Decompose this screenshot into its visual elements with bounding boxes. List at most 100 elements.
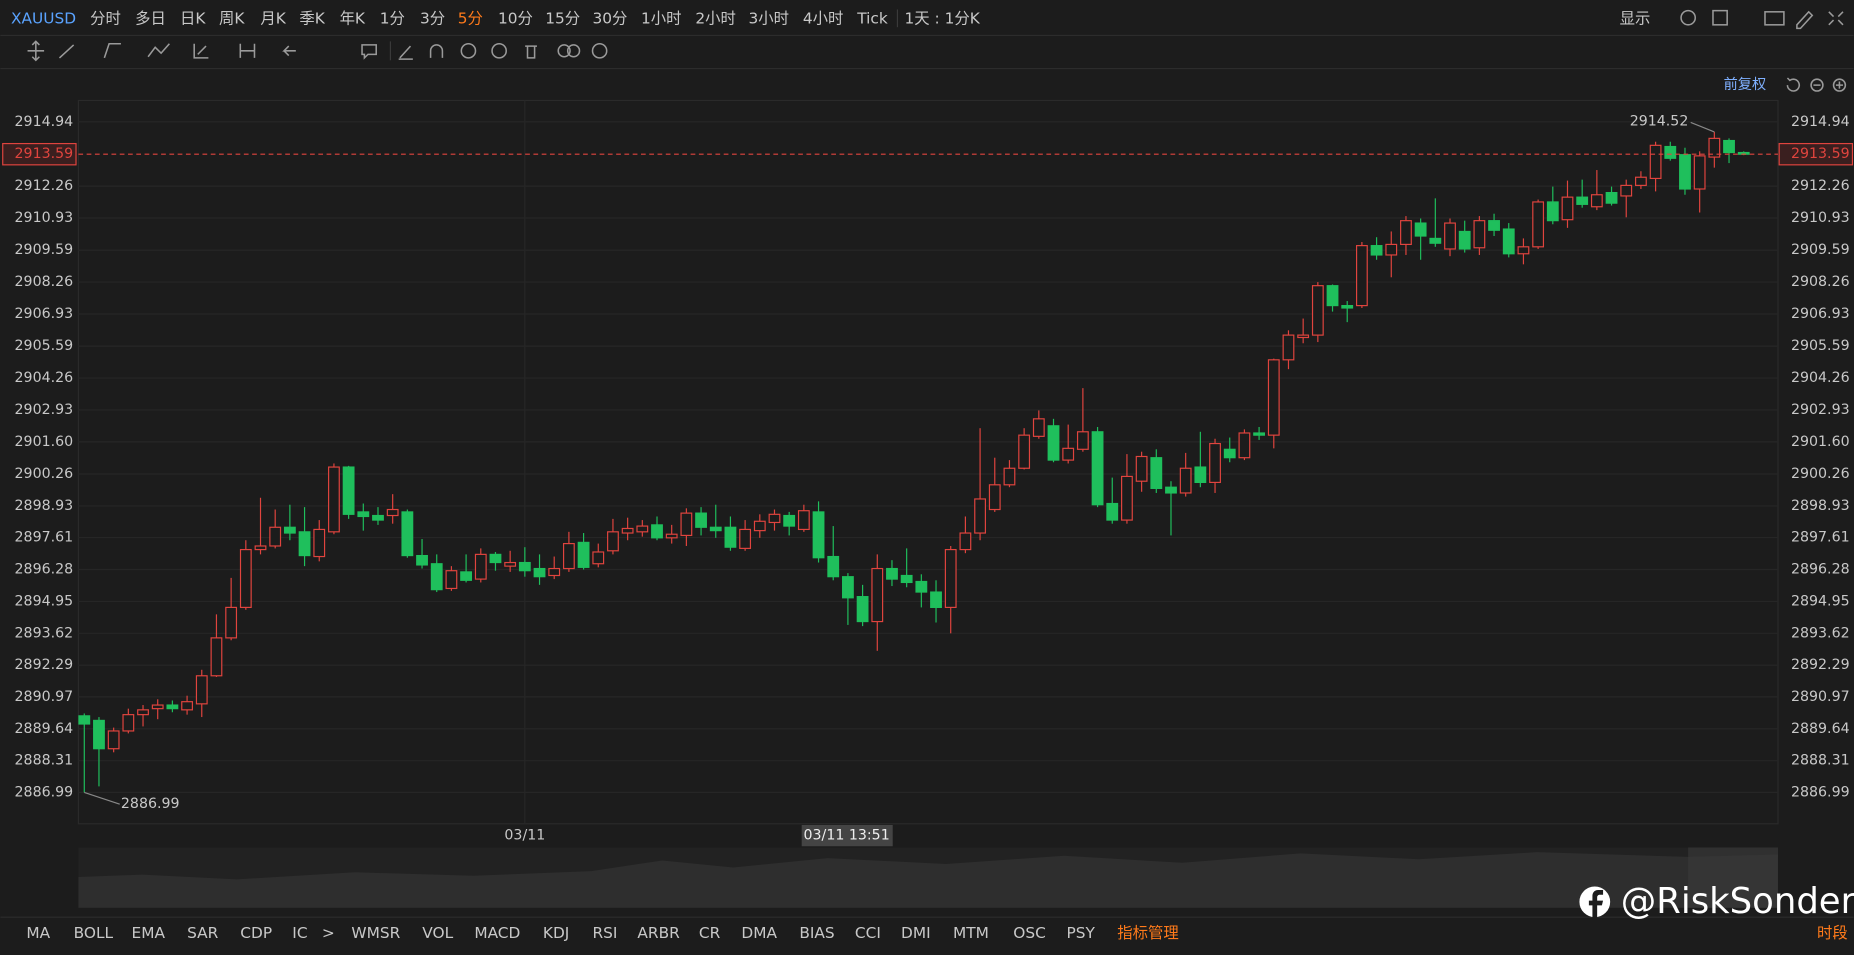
- indicator-tab[interactable]: CCI: [855, 924, 881, 942]
- period-tab[interactable]: 30分: [593, 9, 628, 27]
- indicator-tab[interactable]: RSI: [593, 924, 618, 942]
- indicator-tab[interactable]: BOLL: [74, 924, 114, 942]
- indicator-tab[interactable]: >: [322, 924, 335, 942]
- magnet-tool[interactable]: [429, 44, 444, 58]
- period-tab[interactable]: 3分: [420, 9, 445, 27]
- candle-body: [944, 548, 957, 608]
- candle-body: [372, 514, 384, 521]
- compare-tool[interactable]: [557, 44, 571, 58]
- indicator-tab[interactable]: OSC: [1013, 924, 1046, 942]
- symbol[interactable]: XAUUSD: [11, 9, 76, 27]
- y-tick-label: 2893.62: [15, 625, 74, 641]
- indicator-tab[interactable]: VOL: [422, 924, 453, 942]
- period-tab[interactable]: 季K: [299, 9, 325, 27]
- indicator-manage[interactable]: 指标管理: [1117, 924, 1178, 942]
- measure-tool[interactable]: [239, 43, 256, 58]
- period-tab[interactable]: 1分: [380, 9, 405, 27]
- period-tab[interactable]: 10分: [498, 9, 533, 27]
- wave-tool[interactable]: [147, 43, 170, 58]
- indicator-tab[interactable]: DMA: [741, 924, 777, 942]
- lock-tool[interactable]: [460, 42, 477, 59]
- indicator-tab[interactable]: ARBR: [637, 924, 680, 942]
- arrow-tool[interactable]: [282, 45, 296, 57]
- session-button[interactable]: 时段: [1817, 924, 1848, 942]
- y-tick-label-right: 2890.97: [1791, 689, 1850, 705]
- candle-body: [1047, 425, 1060, 461]
- period-tab[interactable]: 2小时: [695, 9, 736, 27]
- fib-tool[interactable]: [193, 43, 209, 59]
- candle-body: [181, 701, 193, 711]
- period-tab[interactable]: 多日: [135, 9, 166, 27]
- indicator-tab[interactable]: DMI: [901, 924, 931, 942]
- indicator-tab[interactable]: IC: [292, 924, 307, 942]
- zoom-in-icon[interactable]: [1832, 78, 1847, 92]
- period-tab[interactable]: 分时: [90, 9, 121, 27]
- y-tick-label-right: 2888.31: [1791, 753, 1850, 769]
- period-tab[interactable]: 15分: [545, 9, 580, 27]
- candle-body: [1664, 145, 1677, 159]
- compare-tool[interactable]: [566, 44, 581, 58]
- note-tool[interactable]: [361, 44, 377, 60]
- indicator-tab[interactable]: MA: [26, 924, 50, 942]
- channel-tool[interactable]: [103, 42, 121, 59]
- reset-icon[interactable]: [1786, 77, 1800, 92]
- candle-body: [1649, 144, 1662, 180]
- layout-icon[interactable]: [1712, 9, 1728, 26]
- display-menu[interactable]: 显示: [1620, 9, 1651, 27]
- move-tool[interactable]: [27, 40, 45, 62]
- period-tab[interactable]: Tick: [856, 9, 888, 27]
- candle-body: [489, 553, 502, 564]
- crosshair-box: [801, 824, 893, 847]
- indicator-tab[interactable]: WMSR: [351, 924, 400, 942]
- period-tab[interactable]: 月K: [260, 9, 286, 27]
- candle-body: [1414, 222, 1427, 237]
- y-tick-label-right: 2897.61: [1791, 530, 1850, 546]
- settings-tool[interactable]: [591, 42, 608, 59]
- pen-tool[interactable]: [398, 45, 413, 60]
- navigator-window[interactable]: [1688, 847, 1778, 908]
- delete-tool[interactable]: [525, 45, 537, 59]
- y-tick-label-right: 2896.28: [1791, 561, 1850, 577]
- range-select[interactable]: 1天 : 1分K: [905, 9, 981, 27]
- period-tab[interactable]: 5分: [458, 9, 483, 27]
- candle-body: [915, 580, 928, 593]
- period-tab[interactable]: 4小时: [803, 9, 844, 27]
- camera-icon[interactable]: [1764, 11, 1785, 26]
- y-tick-label: 2902.93: [15, 402, 74, 418]
- candle-body: [1165, 486, 1177, 494]
- indicator-tab[interactable]: PSY: [1066, 924, 1095, 942]
- indicator-tab[interactable]: SAR: [187, 924, 219, 942]
- y-tick-label: 2909.59: [15, 242, 74, 258]
- candle-body: [753, 520, 766, 532]
- y-tick-label: 2905.59: [15, 338, 74, 354]
- indicator-tab[interactable]: CDP: [240, 924, 272, 942]
- edit-icon[interactable]: [1796, 10, 1814, 30]
- period-tab[interactable]: 年K: [340, 9, 366, 27]
- indicator-tab[interactable]: EMA: [132, 924, 166, 942]
- indicator-tab[interactable]: MACD: [474, 924, 520, 942]
- candle-body: [1370, 245, 1383, 256]
- y-tick-label: 2912.26: [15, 178, 74, 194]
- max-label: 2914.52: [1630, 113, 1689, 129]
- zoom-out-icon[interactable]: [1810, 78, 1824, 92]
- indicator-tab[interactable]: MTM: [953, 924, 989, 942]
- hide-tool[interactable]: [491, 42, 508, 59]
- candle-body: [930, 591, 942, 608]
- settings-icon[interactable]: [1680, 9, 1697, 26]
- period-tab[interactable]: 日K: [180, 9, 206, 27]
- candle-body: [1620, 184, 1633, 197]
- line-tool[interactable]: [58, 44, 75, 59]
- period-tab[interactable]: 1小时: [641, 9, 682, 27]
- indicator-tab[interactable]: KDJ: [543, 924, 569, 942]
- candle-body: [1444, 222, 1456, 250]
- y-tick-label-right: 2894.95: [1791, 593, 1850, 609]
- indicator-tab[interactable]: BIAS: [799, 924, 834, 942]
- adjust-mode[interactable]: 前复权: [1724, 76, 1767, 93]
- period-tab[interactable]: 3小时: [749, 9, 790, 27]
- period-tab[interactable]: 周K: [219, 9, 245, 27]
- indicator-tab[interactable]: CR: [699, 924, 721, 942]
- y-tick-label: 2894.95: [15, 593, 74, 609]
- fullscreen-icon[interactable]: [1828, 11, 1844, 26]
- candle-body: [1473, 220, 1486, 249]
